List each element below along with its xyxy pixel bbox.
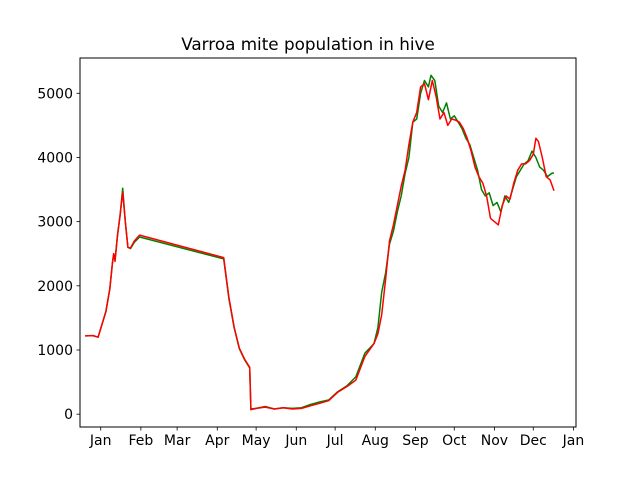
chart-title: Varroa mite population in hive	[181, 34, 435, 54]
x-tick-label: Nov	[481, 433, 508, 449]
x-tick-label: Jan	[89, 433, 112, 449]
series-line-2	[85, 79, 555, 411]
x-tick-label: Jul	[326, 433, 344, 449]
x-tick-label: Aug	[362, 433, 389, 449]
y-tick-label: 2000	[37, 279, 73, 295]
x-tick-label: Jan	[562, 433, 585, 449]
x-tick-label: Jun	[284, 433, 307, 449]
plot-frame	[79, 57, 577, 428]
x-tick-label: May	[242, 433, 271, 449]
plot-area	[85, 74, 555, 411]
y-tick-label: 5000	[37, 86, 73, 102]
x-tick-label: Feb	[128, 433, 153, 449]
x-axis: Jan Feb Mar Apr May Jun Jul Aug Sep Oct Nov Dec Jan	[89, 427, 584, 449]
x-tick-label: Sep	[402, 433, 429, 449]
y-tick-label: 3000	[37, 215, 73, 231]
x-tick-label: Mar	[164, 433, 191, 449]
y-axis: 0 1000 2000 3000 4000 5000	[37, 86, 80, 423]
x-tick-label: Dec	[520, 433, 547, 449]
x-tick-label: Oct	[442, 433, 467, 449]
y-tick-label: 0	[64, 407, 73, 423]
x-tick-label: Apr	[205, 433, 229, 449]
y-tick-label: 1000	[37, 343, 73, 359]
y-tick-label: 4000	[37, 150, 73, 166]
